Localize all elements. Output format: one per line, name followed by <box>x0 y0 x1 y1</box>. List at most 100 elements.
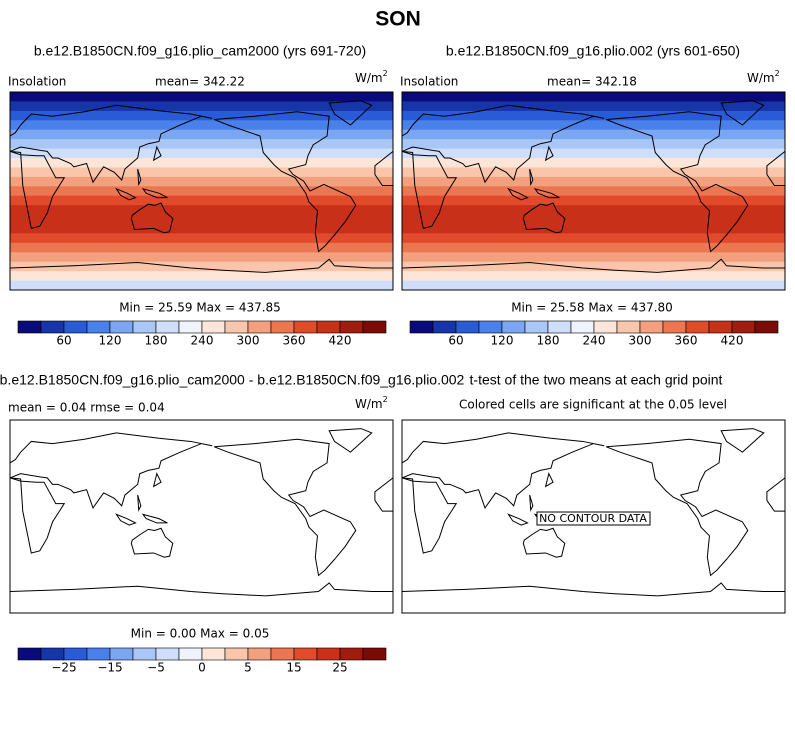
colorbar-label: 240 <box>191 334 214 348</box>
map-band <box>10 195 393 206</box>
map-band <box>402 129 785 140</box>
colorbar-label: −15 <box>97 661 122 675</box>
colorbar-box <box>132 320 157 334</box>
colorbar-box <box>40 647 65 661</box>
colorbar-box <box>339 647 364 661</box>
colorbar-label: −25 <box>51 661 76 675</box>
map-band <box>402 120 785 131</box>
left-string: Insolation <box>8 75 66 89</box>
colorbar-box <box>708 320 733 334</box>
map-band <box>402 271 785 282</box>
map-band <box>10 139 393 150</box>
map-band <box>402 242 785 253</box>
colorbar-box <box>201 320 226 334</box>
units-base: W/m <box>355 397 383 411</box>
map-band <box>402 205 785 216</box>
colorbar-box <box>270 320 295 334</box>
colorbar-label: −5 <box>147 661 165 675</box>
map-band <box>10 233 393 244</box>
colorbar-box <box>409 320 434 334</box>
annotation: NO CONTOUR DATA <box>539 512 647 525</box>
units: W/m2 <box>355 395 388 411</box>
colorbar-label: 420 <box>329 334 352 348</box>
map-band <box>402 261 785 272</box>
colorbar-label: 360 <box>675 334 698 348</box>
map-band <box>402 148 785 159</box>
map-band <box>10 252 393 263</box>
colorbar-box <box>155 320 180 334</box>
colorbar-box <box>685 320 710 334</box>
left-string: mean = 0.04 rmse = 0.04 <box>8 401 165 415</box>
map-background <box>10 420 393 613</box>
map-band <box>10 205 393 216</box>
map-band <box>10 158 393 168</box>
colorbar-label: 300 <box>629 334 652 348</box>
units: W/m2 <box>355 69 388 85</box>
colorbar-box <box>316 320 341 334</box>
colorbar-box <box>109 647 134 661</box>
units-sup: 2 <box>383 69 388 78</box>
map-band <box>10 167 393 178</box>
colorbar-box <box>63 647 88 661</box>
units-base: W/m <box>355 71 383 85</box>
map-band <box>402 195 785 206</box>
colorbar-box <box>524 320 549 334</box>
map-frame <box>9 419 394 614</box>
colorbar-box <box>570 320 595 334</box>
map-band <box>10 261 393 272</box>
colorbar-box <box>270 647 295 661</box>
colorbar-label: 60 <box>448 334 463 348</box>
center-string: mean= 342.18 <box>547 75 637 89</box>
panel-title: b.e12.B1850CN.f09_g16.plio_cam2000 - b.e… <box>0 372 465 388</box>
units-base: W/m <box>747 71 775 85</box>
colorbar-box <box>501 320 526 334</box>
min-max: Min = 25.59 Max = 437.85 <box>119 301 281 315</box>
map-band <box>10 186 393 197</box>
colorbar-box <box>86 647 111 661</box>
map-band <box>402 252 785 263</box>
units-sup: 2 <box>383 395 388 404</box>
map-band <box>402 139 785 150</box>
colorbar-box <box>224 320 249 334</box>
colorbar-box <box>362 320 387 334</box>
panel-title: b.e12.B1850CN.f09_g16.plio.002 (yrs 601-… <box>446 43 740 59</box>
subtitle: Colored cells are significant at the 0.0… <box>459 398 727 412</box>
colorbar-box <box>17 320 42 334</box>
map-band <box>10 176 393 187</box>
colorbar-box <box>731 320 756 334</box>
map-band <box>10 148 393 159</box>
figure-title: SON <box>375 8 421 31</box>
colorbar-box <box>293 647 318 661</box>
colorbar-box <box>432 320 457 334</box>
map-band <box>10 271 393 282</box>
colorbar-box <box>478 320 503 334</box>
map-frame <box>9 91 394 291</box>
map-band <box>402 233 785 244</box>
units: W/m2 <box>747 69 780 85</box>
map-band <box>402 280 785 291</box>
colorbar-box <box>247 647 272 661</box>
colorbar-label: 120 <box>491 334 514 348</box>
map-band <box>10 214 393 225</box>
colorbar-box <box>662 320 687 334</box>
colorbar-box <box>593 320 618 334</box>
map-band <box>10 129 393 140</box>
colorbar-box <box>109 320 134 334</box>
colorbar-box <box>40 320 65 334</box>
colorbar-label: 360 <box>283 334 306 348</box>
colorbar-label: 5 <box>244 661 252 675</box>
map-band <box>402 101 785 112</box>
colorbar-label: 0 <box>198 661 206 675</box>
map-frame <box>401 419 786 614</box>
colorbar-box <box>616 320 641 334</box>
map-band <box>402 186 785 197</box>
colorbar-label: 240 <box>583 334 606 348</box>
annotation-box <box>536 511 651 526</box>
map-band <box>402 224 785 234</box>
panel-title: t-test of the two means at each grid poi… <box>470 372 723 388</box>
colorbar-label: 420 <box>721 334 744 348</box>
map-band <box>10 92 393 102</box>
colorbar-box <box>63 320 88 334</box>
